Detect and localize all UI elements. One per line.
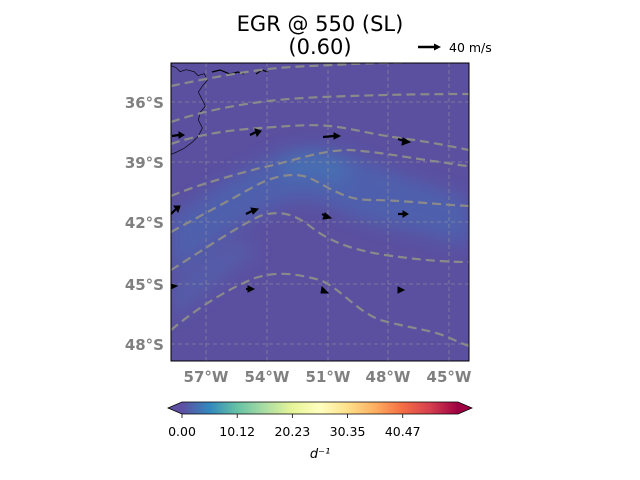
quiver-key: 40 m/s — [418, 40, 492, 55]
quiver-key-label: 40 m/s — [449, 40, 492, 55]
colorbar-tick-label: 20.23 — [274, 424, 310, 439]
lon-tick-label: 54°W — [245, 368, 290, 386]
colorbar-tick-label: 10.12 — [219, 424, 255, 439]
quiver-key-arrow-head — [434, 43, 441, 51]
lon-tick-label: 51°W — [306, 368, 351, 386]
lat-tick-label: 48°S — [125, 336, 164, 354]
wind-arrow — [397, 286, 406, 294]
colorbar: 0.00 10.12 20.23 30.35 40.47 d⁻¹ — [166, 401, 474, 462]
colorbar-gradient — [182, 402, 458, 414]
colorbar-tick-label: 30.35 — [330, 424, 366, 439]
wind-arrow — [397, 137, 412, 146]
wind-arrow — [171, 205, 181, 215]
wind-arrow — [171, 131, 185, 139]
contour-4 — [171, 148, 469, 198]
land-mask — [171, 63, 207, 154]
colorbar-tick-label: 40.47 — [385, 424, 421, 439]
lat-tick-label: 42°S — [125, 214, 164, 232]
field-high-band — [171, 147, 469, 320]
colorbar-min-extend — [168, 402, 182, 414]
wind-arrow — [320, 285, 330, 294]
lat-tick-label: 45°S — [125, 276, 164, 294]
title-line-1: EGR @ 550 (SL) — [237, 12, 404, 36]
wind-arrow — [246, 285, 256, 293]
lon-tick-label: 45°W — [427, 368, 472, 386]
colorbar-max-extend — [458, 402, 472, 414]
contour-5 — [171, 173, 469, 233]
lat-tick-label: 39°S — [125, 154, 164, 172]
title-line-2: (0.60) — [288, 35, 351, 59]
colorbar-ticks: 0.00 10.12 20.23 30.35 40.47 — [168, 414, 421, 439]
contour-3 — [171, 124, 469, 152]
lon-tick-label: 48°W — [366, 368, 411, 386]
map-frame — [170, 62, 470, 362]
contours — [171, 63, 469, 348]
contour-6 — [171, 212, 469, 271]
lon-tick-label: 57°W — [184, 368, 229, 386]
map-panel — [171, 63, 469, 361]
lat-tick-label: 36°S — [125, 94, 164, 112]
graticule — [171, 63, 469, 361]
wind-vectors — [171, 128, 412, 294]
wind-arrow — [321, 212, 333, 220]
lat-tick-labels: 36°S 39°S 42°S 45°S 48°S — [125, 94, 164, 354]
contour-1 — [171, 63, 469, 88]
colorbar-label: d⁻¹ — [310, 447, 330, 462]
wind-arrow — [171, 283, 179, 290]
wind-arrow — [245, 207, 260, 215]
wind-arrow — [322, 132, 342, 140]
lon-tick-labels: 57°W 54°W 51°W 48°W 45°W — [184, 368, 472, 386]
colorbar-tick-label: 0.00 — [168, 424, 196, 439]
wind-arrow — [249, 128, 262, 138]
wind-arrow — [398, 210, 409, 218]
contour-2 — [171, 92, 469, 124]
